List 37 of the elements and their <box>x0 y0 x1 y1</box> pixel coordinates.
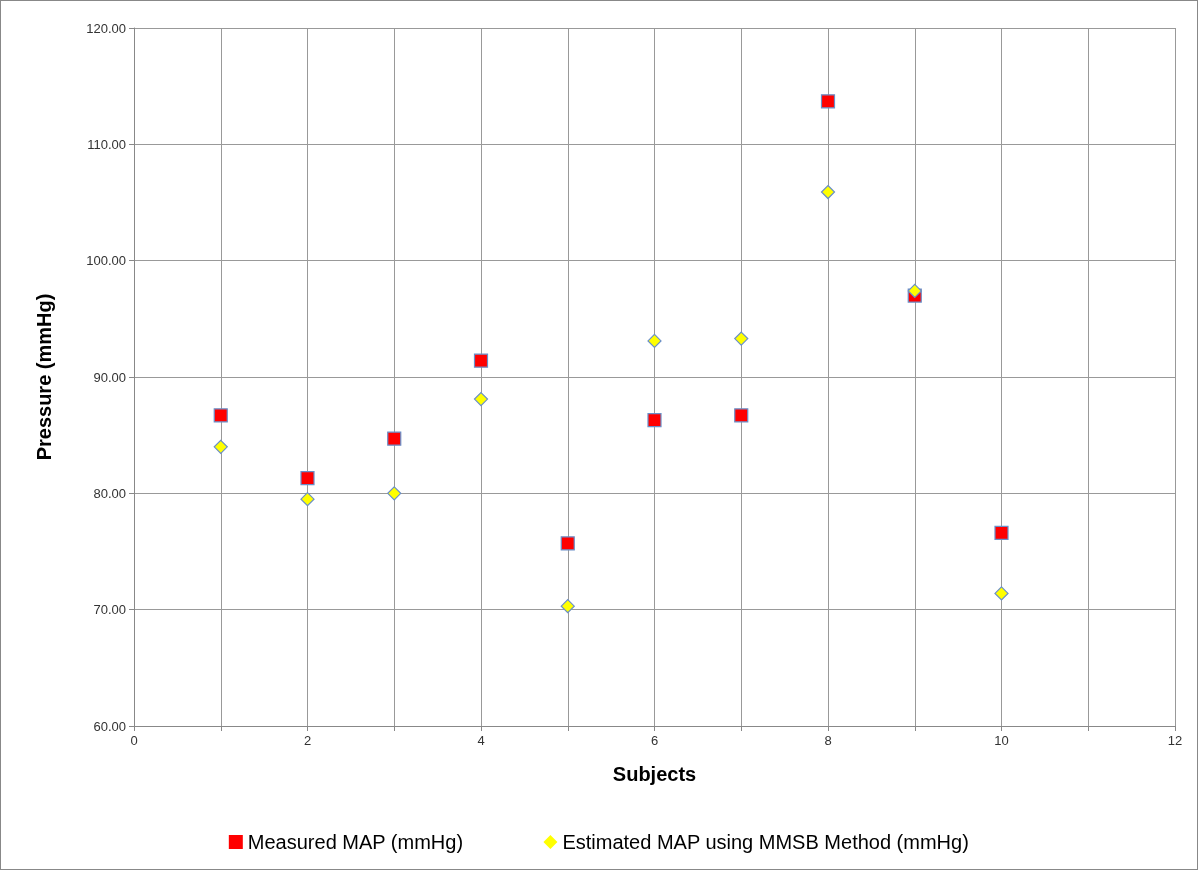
point <box>300 471 315 486</box>
x-tick-label: 10 <box>994 733 1009 748</box>
point <box>300 492 315 507</box>
point <box>820 94 836 109</box>
point <box>820 184 836 200</box>
point <box>647 412 662 428</box>
y-tick-label: 80.00 <box>93 485 126 501</box>
point <box>473 353 489 368</box>
point <box>213 408 228 423</box>
point <box>213 439 228 454</box>
legend-label: Estimated MAP using MMSB Method (mmHg) <box>562 831 969 853</box>
y-axis-title: Pressure (mmHg) <box>33 293 55 461</box>
y-tick-label: 110.00 <box>87 136 126 152</box>
point <box>560 536 575 551</box>
point <box>387 486 402 501</box>
x-tick-label: 2 <box>303 733 312 748</box>
x-tick-label: 12 <box>1167 733 1183 748</box>
x-tick-label: 0 <box>130 733 138 748</box>
x-axis-title: Subjects <box>612 763 697 785</box>
legend-label: Measured MAP (mmHg) <box>247 831 464 853</box>
y-tick-label: 100.00 <box>86 253 126 269</box>
point <box>907 283 922 299</box>
point <box>734 331 749 346</box>
x-tick-label: 4 <box>477 733 485 748</box>
point <box>994 525 1009 540</box>
y-tick-label: 120.00 <box>86 20 126 36</box>
x-tick-label: 6 <box>650 733 659 748</box>
y-tick-label: 70.00 <box>93 602 126 618</box>
point <box>560 599 575 614</box>
point <box>647 333 662 349</box>
point <box>473 392 489 407</box>
y-tick-label: 90.00 <box>93 369 126 385</box>
point <box>387 431 402 446</box>
point <box>994 586 1009 601</box>
x-tick-label: 8 <box>824 733 832 748</box>
y-tick-label: 60.00 <box>93 718 126 734</box>
point <box>734 408 749 423</box>
